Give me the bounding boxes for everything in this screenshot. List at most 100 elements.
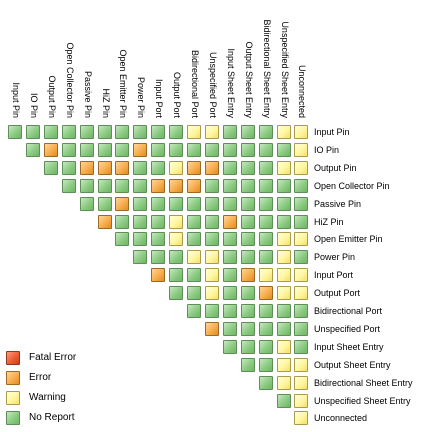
matrix-cell[interactable] xyxy=(240,214,255,229)
matrix-cell[interactable] xyxy=(169,286,184,301)
matrix-cell[interactable] xyxy=(169,178,184,193)
matrix-cell[interactable] xyxy=(240,304,255,318)
matrix-cell[interactable] xyxy=(61,142,76,157)
matrix-cell[interactable] xyxy=(169,268,184,283)
matrix-cell[interactable] xyxy=(240,125,255,139)
matrix-cell[interactable] xyxy=(258,214,273,229)
matrix-cell[interactable] xyxy=(258,125,273,139)
matrix-cell[interactable] xyxy=(204,178,219,193)
matrix-cell[interactable] xyxy=(258,232,273,247)
matrix-cell[interactable] xyxy=(204,304,219,318)
matrix-cell[interactable] xyxy=(294,196,309,211)
matrix-cell[interactable] xyxy=(169,125,184,139)
matrix-cell[interactable] xyxy=(222,286,237,301)
matrix-cell[interactable] xyxy=(115,125,130,139)
matrix-cell[interactable] xyxy=(258,321,273,336)
matrix-cell[interactable] xyxy=(294,357,309,372)
matrix-cell[interactable] xyxy=(276,160,291,175)
matrix-cell[interactable] xyxy=(276,321,291,336)
matrix-cell[interactable] xyxy=(294,142,309,157)
matrix-cell[interactable] xyxy=(187,142,201,157)
matrix-cell[interactable] xyxy=(97,142,112,157)
matrix-cell[interactable] xyxy=(79,196,94,211)
matrix-cell[interactable] xyxy=(222,142,237,157)
matrix-cell[interactable] xyxy=(133,142,148,157)
matrix-cell[interactable] xyxy=(276,178,291,193)
matrix-cell[interactable] xyxy=(294,393,309,408)
matrix-cell[interactable] xyxy=(187,304,201,318)
matrix-cell[interactable] xyxy=(151,214,166,229)
matrix-cell[interactable] xyxy=(43,125,58,139)
matrix-cell[interactable] xyxy=(222,178,237,193)
matrix-cell[interactable] xyxy=(222,125,237,139)
matrix-cell[interactable] xyxy=(151,250,166,265)
matrix-cell[interactable] xyxy=(240,160,255,175)
matrix-cell[interactable] xyxy=(204,214,219,229)
matrix-cell[interactable] xyxy=(294,125,309,139)
matrix-cell[interactable] xyxy=(294,304,309,318)
matrix-cell[interactable] xyxy=(276,196,291,211)
matrix-cell[interactable] xyxy=(222,214,237,229)
matrix-cell[interactable] xyxy=(97,125,112,139)
matrix-cell[interactable] xyxy=(258,286,273,301)
matrix-cell[interactable] xyxy=(240,321,255,336)
matrix-cell[interactable] xyxy=(258,196,273,211)
matrix-cell[interactable] xyxy=(240,196,255,211)
matrix-cell[interactable] xyxy=(8,125,22,139)
matrix-cell[interactable] xyxy=(258,250,273,265)
matrix-cell[interactable] xyxy=(240,286,255,301)
matrix-cell[interactable] xyxy=(258,304,273,318)
matrix-cell[interactable] xyxy=(187,125,201,139)
matrix-cell[interactable] xyxy=(240,178,255,193)
matrix-cell[interactable] xyxy=(151,160,166,175)
matrix-cell[interactable] xyxy=(204,268,219,283)
matrix-cell[interactable] xyxy=(240,268,255,283)
matrix-cell[interactable] xyxy=(151,196,166,211)
matrix-cell[interactable] xyxy=(97,214,112,229)
matrix-cell[interactable] xyxy=(204,286,219,301)
matrix-cell[interactable] xyxy=(240,339,255,354)
matrix-cell[interactable] xyxy=(222,196,237,211)
matrix-cell[interactable] xyxy=(276,357,291,372)
matrix-cell[interactable] xyxy=(79,160,94,175)
matrix-cell[interactable] xyxy=(25,142,40,157)
matrix-cell[interactable] xyxy=(187,196,201,211)
matrix-cell[interactable] xyxy=(133,196,148,211)
matrix-cell[interactable] xyxy=(133,232,148,247)
matrix-cell[interactable] xyxy=(204,321,219,336)
matrix-cell[interactable] xyxy=(294,250,309,265)
matrix-cell[interactable] xyxy=(276,214,291,229)
matrix-cell[interactable] xyxy=(258,339,273,354)
matrix-cell[interactable] xyxy=(79,142,94,157)
matrix-cell[interactable] xyxy=(294,286,309,301)
matrix-cell[interactable] xyxy=(222,250,237,265)
matrix-cell[interactable] xyxy=(294,232,309,247)
matrix-cell[interactable] xyxy=(169,214,184,229)
matrix-cell[interactable] xyxy=(61,125,76,139)
matrix-cell[interactable] xyxy=(169,142,184,157)
matrix-cell[interactable] xyxy=(294,339,309,354)
matrix-cell[interactable] xyxy=(294,375,309,390)
matrix-cell[interactable] xyxy=(169,250,184,265)
matrix-cell[interactable] xyxy=(258,178,273,193)
matrix-cell[interactable] xyxy=(115,142,130,157)
matrix-cell[interactable] xyxy=(43,160,58,175)
matrix-cell[interactable] xyxy=(187,268,201,283)
matrix-cell[interactable] xyxy=(294,178,309,193)
matrix-cell[interactable] xyxy=(79,178,94,193)
matrix-cell[interactable] xyxy=(115,196,130,211)
matrix-cell[interactable] xyxy=(151,142,166,157)
matrix-cell[interactable] xyxy=(115,232,130,247)
matrix-cell[interactable] xyxy=(187,214,201,229)
matrix-cell[interactable] xyxy=(187,232,201,247)
matrix-cell[interactable] xyxy=(276,393,291,408)
matrix-cell[interactable] xyxy=(240,142,255,157)
matrix-cell[interactable] xyxy=(115,214,130,229)
matrix-cell[interactable] xyxy=(187,178,201,193)
matrix-cell[interactable] xyxy=(169,232,184,247)
matrix-cell[interactable] xyxy=(222,339,237,354)
matrix-cell[interactable] xyxy=(222,304,237,318)
matrix-cell[interactable] xyxy=(258,375,273,390)
matrix-cell[interactable] xyxy=(222,268,237,283)
matrix-cell[interactable] xyxy=(258,160,273,175)
